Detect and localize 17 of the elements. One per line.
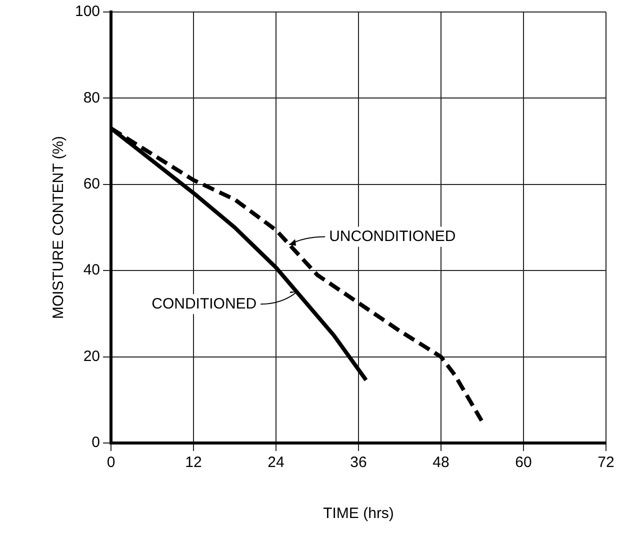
y-tick-label: 0 bbox=[92, 434, 100, 452]
annotation: CONDITIONED bbox=[152, 295, 257, 312]
y-tick-label: 20 bbox=[83, 348, 100, 365]
x-tick-label: 0 bbox=[106, 454, 116, 472]
y-axis-title: MOISTURE CONTENT (%) bbox=[50, 136, 68, 320]
x-axis-title: TIME (hrs) bbox=[323, 505, 394, 522]
x-tick-label: 36 bbox=[350, 454, 367, 472]
x-tick-label: 60 bbox=[515, 454, 532, 472]
x-tick-label: 12 bbox=[185, 454, 202, 472]
annotation: UNCONDITIONED bbox=[329, 228, 456, 245]
x-tick-label: 72 bbox=[598, 454, 614, 472]
y-tick-label: 40 bbox=[83, 262, 100, 279]
y-tick-label: 100 bbox=[74, 3, 100, 20]
y-tick-label: 60 bbox=[83, 176, 100, 193]
x-tick-label: 48 bbox=[432, 454, 450, 472]
x-tick-label: 24 bbox=[268, 454, 284, 472]
y-tick-label: 80 bbox=[83, 89, 100, 106]
